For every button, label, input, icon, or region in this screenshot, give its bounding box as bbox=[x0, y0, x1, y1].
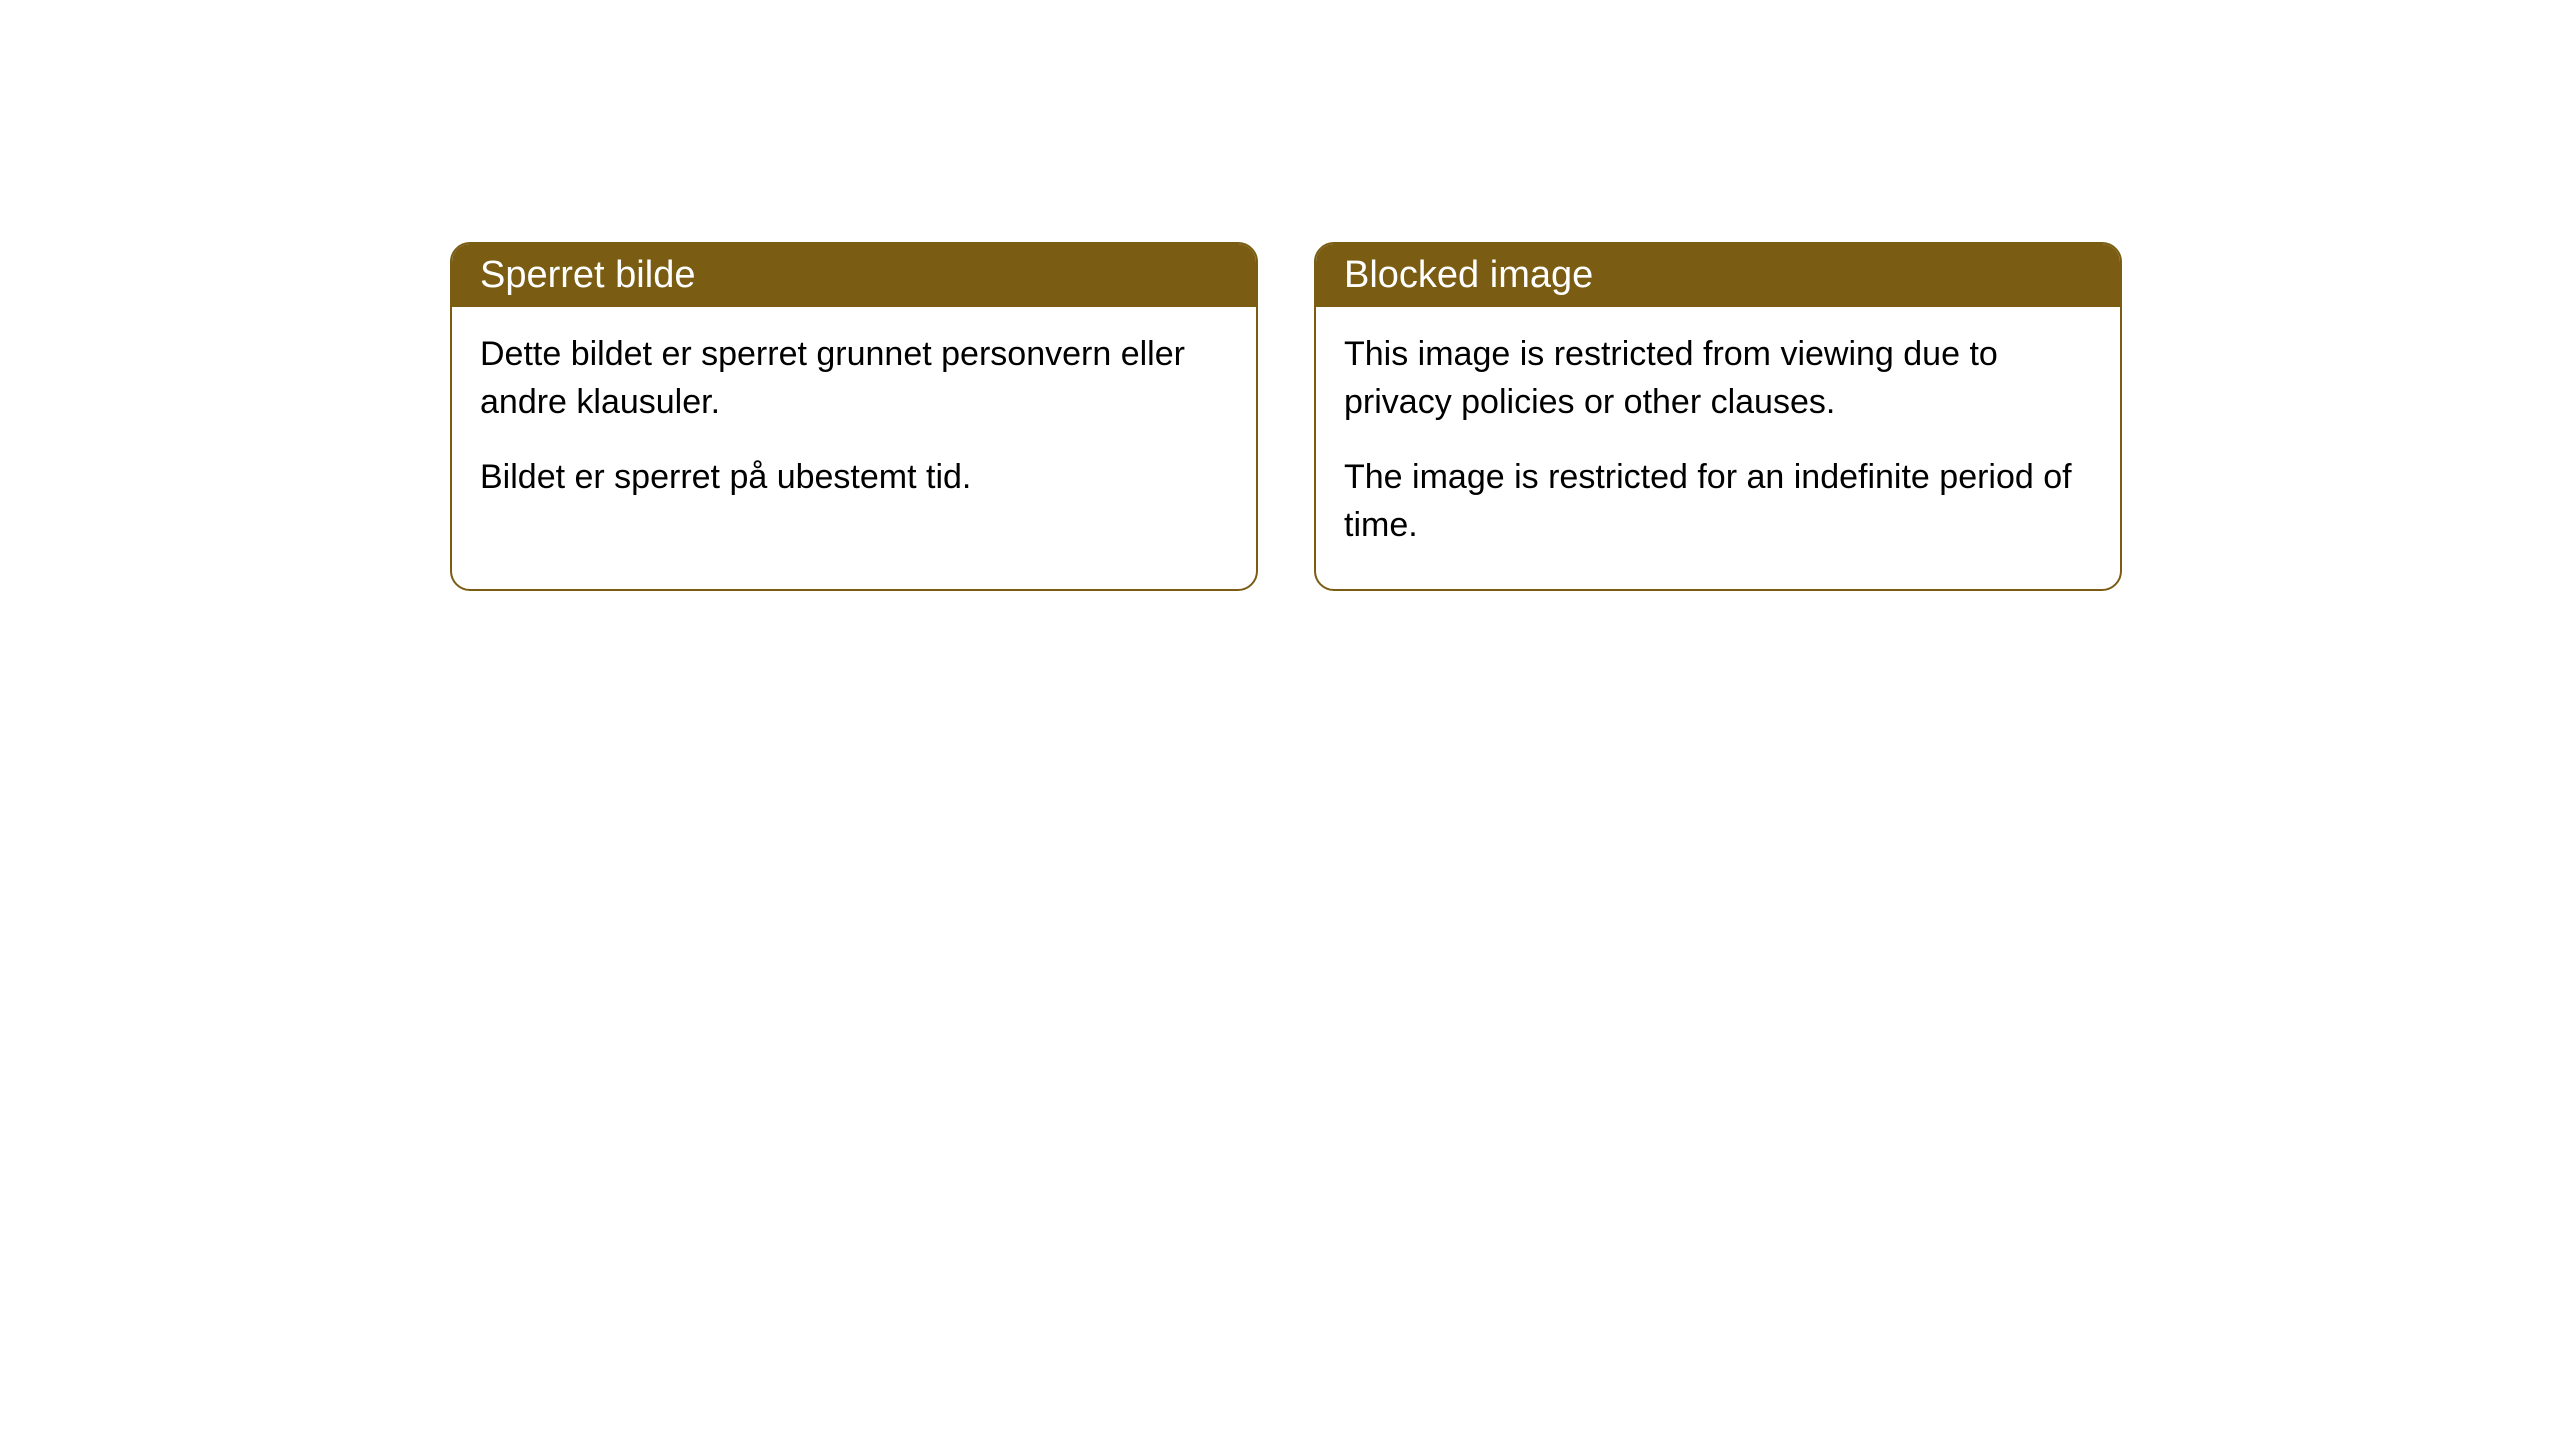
card-body: This image is restricted from viewing du… bbox=[1316, 307, 2120, 589]
card-title: Sperret bilde bbox=[480, 254, 695, 296]
notices-container: Sperret bilde Dette bildet er sperret gr… bbox=[450, 242, 2122, 591]
card-paragraph: Dette bildet er sperret grunnet personve… bbox=[480, 331, 1228, 426]
card-paragraph: The image is restricted for an indefinit… bbox=[1344, 454, 2092, 549]
card-header: Sperret bilde bbox=[452, 244, 1256, 307]
card-paragraph: Bildet er sperret på ubestemt tid. bbox=[480, 454, 1228, 502]
blocked-image-card-norwegian: Sperret bilde Dette bildet er sperret gr… bbox=[450, 242, 1258, 591]
card-title: Blocked image bbox=[1344, 254, 1593, 296]
card-header: Blocked image bbox=[1316, 244, 2120, 307]
blocked-image-card-english: Blocked image This image is restricted f… bbox=[1314, 242, 2122, 591]
card-paragraph: This image is restricted from viewing du… bbox=[1344, 331, 2092, 426]
card-body: Dette bildet er sperret grunnet personve… bbox=[452, 307, 1256, 542]
